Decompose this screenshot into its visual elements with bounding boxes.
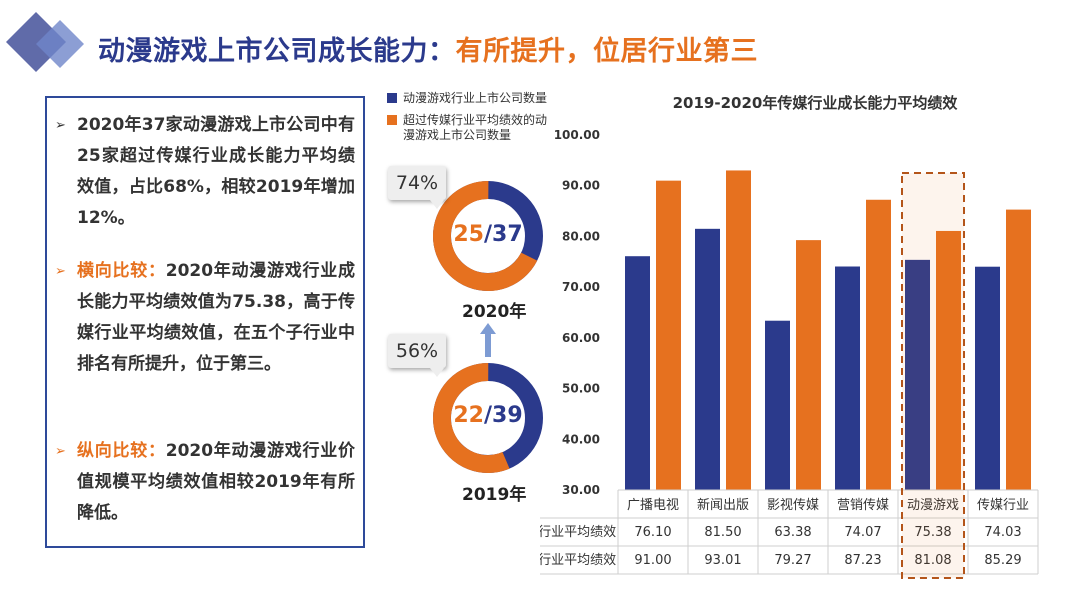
data-label: 93.01 — [704, 553, 741, 568]
y-tick-label: 90.00 — [562, 179, 600, 193]
page-title-main: 动漫游戏上市公司成长能力： — [98, 36, 456, 67]
bullet-2-text: 2020年动漫游戏行业成长能力平均绩效值为75.38，高于传媒行业平均绩效值，在… — [77, 261, 356, 374]
data-label: 63.38 — [774, 525, 811, 540]
bullet-1-text: 2020年37家动漫游戏上市公司中有25家超过传媒行业成长能力平均绩效值，占比6… — [77, 115, 355, 228]
page-title: 动漫游戏上市公司成长能力：有所提升，位居行业第三 — [98, 29, 758, 68]
x-tick-label: 新闻出版 — [697, 497, 749, 513]
header-logo — [6, 12, 84, 72]
up-arrow-icon — [480, 323, 496, 357]
bullet-arrow-icon: ➢ — [55, 444, 66, 459]
table-series-name: 2020年成长能力行业平均绩效 — [540, 525, 616, 540]
donut-2020-total: 37 — [492, 222, 523, 247]
donut-2019-year: 2019年 — [462, 485, 527, 505]
bar-2019 — [796, 240, 821, 490]
y-tick-label: 100.00 — [554, 128, 600, 142]
legend-swatch-orange — [387, 115, 397, 125]
y-tick-label: 30.00 — [562, 483, 600, 497]
donut-2019-callout-tail — [430, 368, 444, 377]
donut-2019-part: 22 — [453, 403, 484, 428]
bar-2019 — [936, 230, 961, 491]
data-label: 74.03 — [984, 525, 1021, 540]
data-label: 81.08 — [914, 553, 951, 568]
donut-2020-year: 2020年 — [462, 302, 527, 322]
data-label: 85.29 — [984, 553, 1021, 568]
bar-2019 — [656, 180, 681, 490]
y-tick-label: 50.00 — [562, 382, 600, 396]
bullet-2-highlight: 横向比较： — [77, 261, 166, 281]
donut-2020-callout-tail — [430, 200, 444, 209]
donut-2019-total: 39 — [492, 403, 523, 428]
data-label: 81.50 — [704, 525, 741, 540]
bullet-2: ➢ 横向比较：2020年动漫游戏行业成长能力平均绩效值为75.38，高于传媒行业… — [55, 256, 355, 380]
chart-title: 2019-2020年传媒行业成长能力平均绩效 — [672, 94, 958, 112]
table-series-name: 2019年成长能力行业平均绩效 — [540, 553, 616, 568]
bar-chart: 30.00 40.00 50.00 60.00 70.00 80.00 90.00 100.0… — [540, 128, 1039, 580]
bullet-arrow-icon: ➢ — [55, 264, 66, 279]
summary-panel: ➢ 2020年37家动漫游戏上市公司中有25家超过传媒行业成长能力平均绩效值，占… — [45, 96, 365, 548]
y-tick-label: 40.00 — [562, 432, 600, 446]
legend-blue: 动漫游戏行业上市公司数量 — [387, 91, 563, 106]
legend-orange-label: 超过传媒行业平均绩效的动漫游戏上市公司数量 — [403, 113, 548, 142]
legend-blue-label: 动漫游戏行业上市公司数量 — [403, 91, 548, 105]
highlight-box — [901, 172, 965, 580]
data-label: 91.00 — [634, 553, 671, 568]
bullet-1: ➢ 2020年37家动漫游戏上市公司中有25家超过传媒行业成长能力平均绩效值，占… — [55, 110, 355, 234]
x-tick-label: 动漫游戏 — [907, 498, 959, 513]
bar-2020 — [835, 266, 860, 490]
donut-2020 — [433, 181, 543, 291]
x-tick-label: 影视传媒 — [767, 498, 819, 513]
donut-2019-callout: 56% — [388, 334, 446, 368]
bar-2020 — [905, 259, 930, 490]
donut-2019-fraction: 22/39 — [438, 403, 538, 428]
data-label: 76.10 — [634, 525, 671, 540]
donut-2020-fraction: 25/37 — [438, 222, 538, 247]
donut-2019-sep: / — [483, 403, 493, 428]
donut-2020-callout: 74% — [388, 166, 446, 200]
bar-2020 — [975, 266, 1000, 490]
page-title-highlight: 有所提升，位居行业第三 — [455, 36, 758, 67]
x-tick-label: 营销传媒 — [837, 498, 889, 513]
x-tick-label: 广播电视 — [627, 498, 679, 513]
y-tick-label: 60.00 — [562, 331, 600, 345]
legend-orange: 超过传媒行业平均绩效的动漫游戏上市公司数量 — [387, 113, 553, 143]
donut-2019 — [433, 363, 543, 473]
data-label: 75.38 — [914, 525, 951, 540]
y-tick-label: 70.00 — [562, 280, 600, 294]
data-label: 79.27 — [774, 553, 811, 568]
legend-swatch-blue — [387, 93, 397, 103]
bullet-3-highlight: 纵向比较： — [77, 441, 166, 461]
data-label: 74.07 — [844, 525, 881, 540]
bullet-3: ➢ 纵向比较：2020年动漫游戏行业价值规模平均绩效值相较2019年有所降低。 — [55, 436, 355, 529]
bullet-3-text: 2020年动漫游戏行业价值规模平均绩效值相较2019年有所降低。 — [77, 441, 356, 523]
bar-2020 — [625, 256, 650, 490]
donut-2020-sep: / — [483, 222, 493, 247]
x-tick-label: 传媒行业 — [977, 498, 1029, 513]
y-tick-label: 80.00 — [562, 229, 600, 243]
donut-2020-arc — [433, 181, 543, 291]
bar-2020 — [765, 320, 790, 490]
donut-2020-part: 25 — [453, 222, 484, 247]
data-label: 87.23 — [844, 553, 881, 568]
bullet-arrow-icon: ➢ — [55, 118, 66, 133]
bar-2019 — [1006, 209, 1031, 490]
bar-2020 — [695, 228, 720, 491]
bar-2019 — [866, 199, 891, 490]
bar-2019 — [726, 170, 751, 490]
